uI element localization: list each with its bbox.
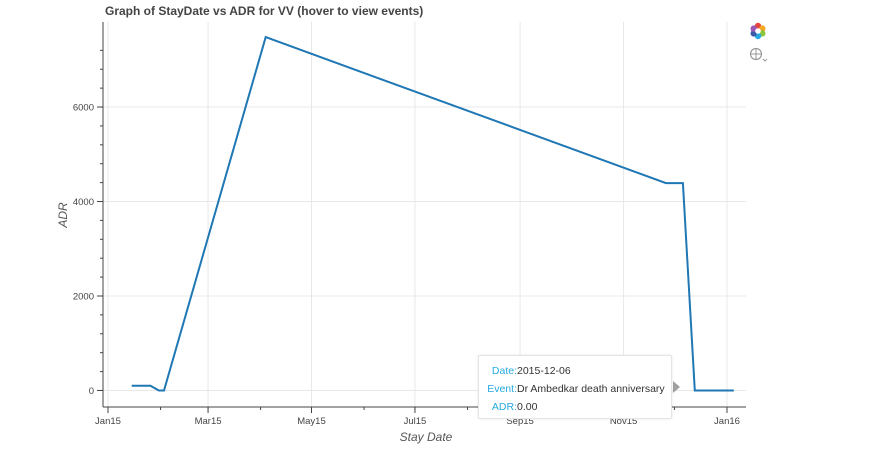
tooltip-row-date: Date:2015-12-06	[479, 362, 671, 380]
y-axis-label: ADR	[56, 202, 70, 229]
tooltip-event-value: Dr Ambedkar death anniversary	[517, 383, 665, 395]
series-line-adr[interactable]	[131, 35, 734, 392]
y-tick-label: 2000	[73, 291, 94, 302]
tooltip-event-key: Event:	[487, 383, 517, 395]
x-tick-label: Jul15	[404, 416, 427, 427]
x-axis-label: Stay Date	[400, 430, 453, 444]
hover-tool-icon[interactable]	[749, 46, 768, 64]
grid-lines	[103, 22, 746, 407]
tooltip-adr-key: ADR:	[491, 401, 517, 413]
tooltip-date-key: Date:	[491, 365, 517, 377]
toolbar	[749, 22, 769, 70]
x-tick-label: Jan16	[714, 416, 740, 427]
x-axis-ticks: Jan15 Mar15 May15 Jul15 Sep15 Nov15 Jan16	[95, 407, 740, 427]
x-tick-label: May15	[297, 416, 326, 427]
y-axis-ticks: 0 2000 4000 6000	[73, 49, 103, 397]
tooltip-pointer	[673, 381, 680, 393]
hover-tooltip: Date:2015-12-06 Event:Dr Ambedkar death …	[478, 355, 672, 419]
tooltip-adr-value: 0.00	[517, 401, 538, 413]
x-tick-label: Mar15	[195, 416, 222, 427]
x-tick-label: Nov15	[610, 416, 637, 427]
y-tick-label: 0	[89, 386, 94, 397]
tooltip-row-adr: ADR:0.00	[479, 398, 671, 416]
bokeh-logo-icon[interactable]	[749, 22, 767, 40]
y-tick-label: 4000	[73, 197, 94, 208]
x-tick-label: Jan15	[95, 416, 121, 427]
y-tick-label: 6000	[73, 103, 94, 114]
chart-title: Graph of StayDate vs ADR for VV (hover t…	[105, 4, 423, 18]
x-tick-label: Sep15	[506, 416, 533, 427]
tooltip-row-event: Event:Dr Ambedkar death anniversary	[479, 380, 671, 398]
tooltip-date-value: 2015-12-06	[517, 365, 571, 377]
